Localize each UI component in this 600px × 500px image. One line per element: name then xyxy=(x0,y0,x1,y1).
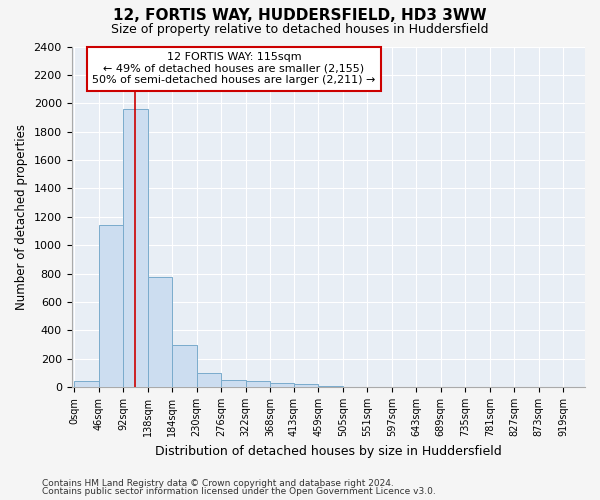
Text: Contains HM Land Registry data © Crown copyright and database right 2024.: Contains HM Land Registry data © Crown c… xyxy=(42,478,394,488)
Bar xyxy=(123,109,148,387)
Y-axis label: Number of detached properties: Number of detached properties xyxy=(15,124,28,310)
Bar xyxy=(197,373,221,387)
Text: Contains public sector information licensed under the Open Government Licence v3: Contains public sector information licen… xyxy=(42,487,436,496)
Bar xyxy=(172,345,197,387)
Bar xyxy=(294,384,319,387)
Text: 12, FORTIS WAY, HUDDERSFIELD, HD3 3WW: 12, FORTIS WAY, HUDDERSFIELD, HD3 3WW xyxy=(113,8,487,22)
Bar xyxy=(245,380,270,387)
Bar xyxy=(98,226,123,387)
X-axis label: Distribution of detached houses by size in Huddersfield: Distribution of detached houses by size … xyxy=(155,444,502,458)
Bar xyxy=(74,382,98,387)
Text: Size of property relative to detached houses in Huddersfield: Size of property relative to detached ho… xyxy=(111,22,489,36)
Bar xyxy=(319,386,343,387)
Bar xyxy=(270,383,295,387)
Bar xyxy=(221,380,245,387)
Bar xyxy=(148,277,172,387)
Text: 12 FORTIS WAY: 115sqm
← 49% of detached houses are smaller (2,155)
50% of semi-d: 12 FORTIS WAY: 115sqm ← 49% of detached … xyxy=(92,52,376,86)
